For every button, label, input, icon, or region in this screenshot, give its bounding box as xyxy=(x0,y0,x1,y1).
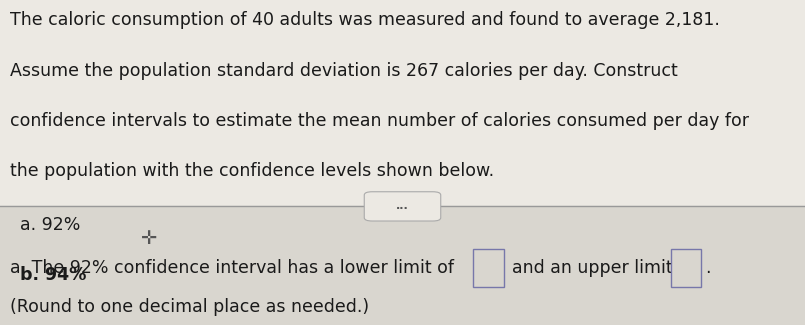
Text: .: . xyxy=(705,259,711,277)
Text: The caloric consumption of 40 adults was measured and found to average 2,181.: The caloric consumption of 40 adults was… xyxy=(10,11,720,29)
FancyBboxPatch shape xyxy=(473,250,504,287)
Text: ...: ... xyxy=(396,202,409,211)
Bar xyxy=(0,206,805,325)
Text: confidence intervals to estimate the mean number of calories consumed per day fo: confidence intervals to estimate the mea… xyxy=(10,112,749,130)
FancyBboxPatch shape xyxy=(364,192,441,221)
Text: Assume the population standard deviation is 267 calories per day. Construct: Assume the population standard deviation… xyxy=(10,62,678,80)
Text: a. 92%: a. 92% xyxy=(20,216,80,234)
Text: b. 94%: b. 94% xyxy=(20,266,86,284)
Text: a. The 92% confidence interval has a lower limit of: a. The 92% confidence interval has a low… xyxy=(10,259,454,277)
Text: and an upper limit of: and an upper limit of xyxy=(512,259,695,277)
FancyBboxPatch shape xyxy=(671,250,701,287)
Text: the population with the confidence levels shown below.: the population with the confidence level… xyxy=(10,162,493,180)
Text: ✛: ✛ xyxy=(141,229,157,248)
Text: (Round to one decimal place as needed.): (Round to one decimal place as needed.) xyxy=(10,298,369,316)
